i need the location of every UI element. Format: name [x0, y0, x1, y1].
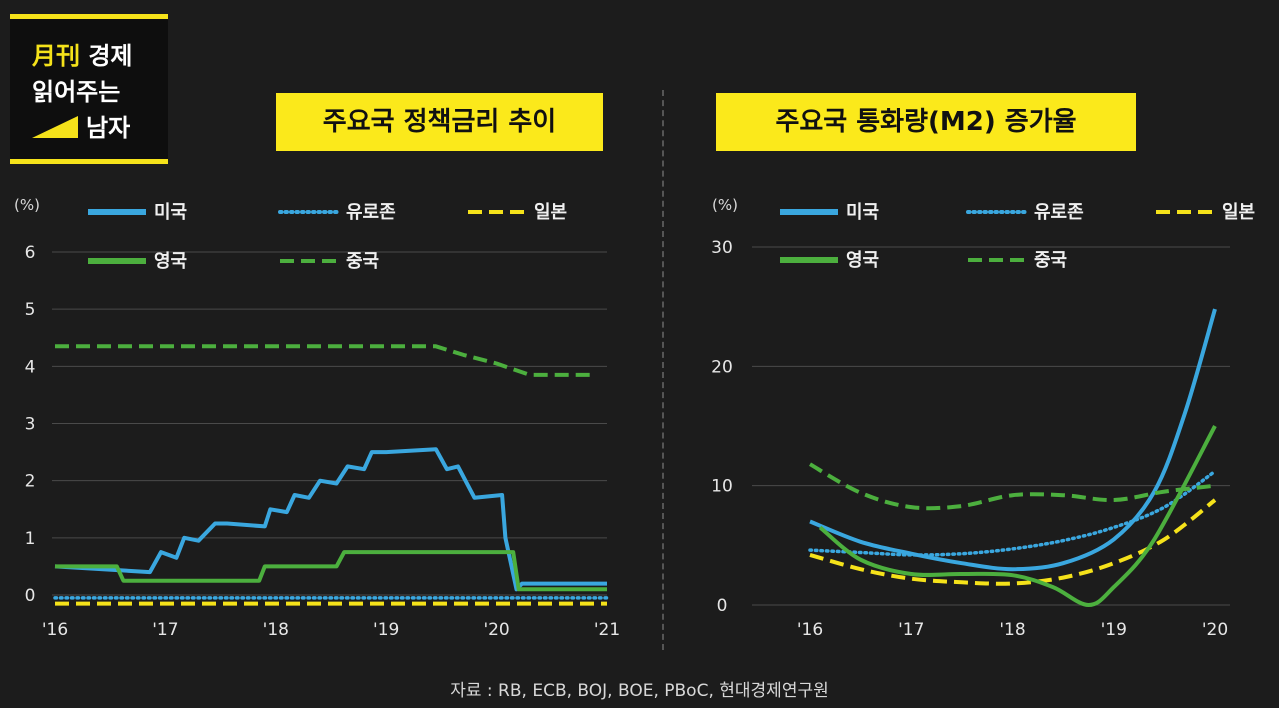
- chart2-ytick-label: 20: [711, 357, 733, 377]
- chart2-legend-label-0: 미국: [846, 202, 879, 223]
- logo-line3: 남자: [32, 108, 130, 143]
- logo-top-bar: [10, 14, 168, 19]
- logo-line1-accent: 月刊: [32, 42, 80, 70]
- chart1-xtick-label: '17: [152, 620, 178, 640]
- chart1-xtick-label: '16: [42, 620, 68, 640]
- chart2-series-line-3: [818, 425, 1217, 607]
- chart1-unit-label: (%): [14, 196, 40, 214]
- chart1-ytick-label: 5: [25, 300, 36, 320]
- chart2-legend-label-3: 영국: [846, 250, 879, 271]
- chart2-ytick-label: 10: [711, 477, 733, 497]
- chart1-legend-label-3: 영국: [154, 251, 187, 272]
- chart1-ytick-label: 4: [25, 357, 36, 377]
- chart2-xtick-label: '16: [797, 620, 823, 640]
- logo-bottom-bar: [10, 159, 168, 164]
- chart2-xtick-label: '20: [1202, 620, 1228, 640]
- chart1-legend-label-0: 미국: [154, 202, 187, 223]
- logo-line2: 읽어주는: [32, 78, 121, 106]
- chart2-series-line-1: [808, 469, 1217, 557]
- logo-line1-rest: 경제: [80, 42, 133, 70]
- chart1-xtick-label: '18: [263, 620, 289, 640]
- chart2-series-line-4: [809, 462, 1216, 511]
- logo-line3-text: 남자: [86, 114, 131, 142]
- chart1-xtick-label: '20: [483, 620, 509, 640]
- chart2-ytick-label: 0: [717, 596, 728, 616]
- chart1-series-line-3: [55, 550, 607, 592]
- chart1-ytick-label: 6: [25, 243, 36, 263]
- source-note: 자료 : RB, ECB, BOJ, BOE, PBoC, 현대경제연구원: [450, 681, 829, 701]
- panel-divider: [662, 90, 664, 650]
- chart1-legend-label-4: 중국: [346, 251, 379, 272]
- logo-line1: 月刊 경제: [32, 36, 133, 71]
- chart2-series-line-2: [809, 498, 1217, 586]
- chart2-ytick-label: 30: [711, 238, 733, 258]
- logo-triangle-icon: [32, 116, 78, 138]
- chart2-series-line-0: [809, 308, 1217, 572]
- chart1-xtick-label: '19: [373, 620, 399, 640]
- chart1-xtick-label: '21: [594, 620, 620, 640]
- chart1-ytick-label: 2: [25, 472, 36, 492]
- chart1-legend-label-1: 유로존: [346, 202, 396, 223]
- chart2-legend-label-4: 중국: [1034, 250, 1067, 271]
- chart2-title: 주요국 통화량(M2) 증가율: [716, 93, 1136, 151]
- chart1-ytick-label: 0: [25, 586, 36, 606]
- chart2-legend-label-2: 일본: [1222, 202, 1255, 223]
- chart1-title: 주요국 정책금리 추이: [276, 93, 603, 151]
- chart2-legend-label-1: 유로존: [1034, 202, 1084, 223]
- chart1-ytick-label: 1: [25, 529, 36, 549]
- chart1-legend-label-2: 일본: [534, 202, 567, 223]
- chart2-xtick-label: '17: [898, 620, 924, 640]
- chart1-series-line-0: [54, 447, 607, 592]
- chart1-ytick-label: 3: [25, 415, 36, 435]
- chart2-xtick-label: '18: [999, 620, 1025, 640]
- chart2-xtick-label: '19: [1101, 620, 1127, 640]
- chart2-unit-label: (%): [712, 196, 738, 214]
- channel-logo: 月刊 경제 읽어주는 남자: [10, 14, 168, 164]
- chart1-series-line-4: [55, 344, 591, 377]
